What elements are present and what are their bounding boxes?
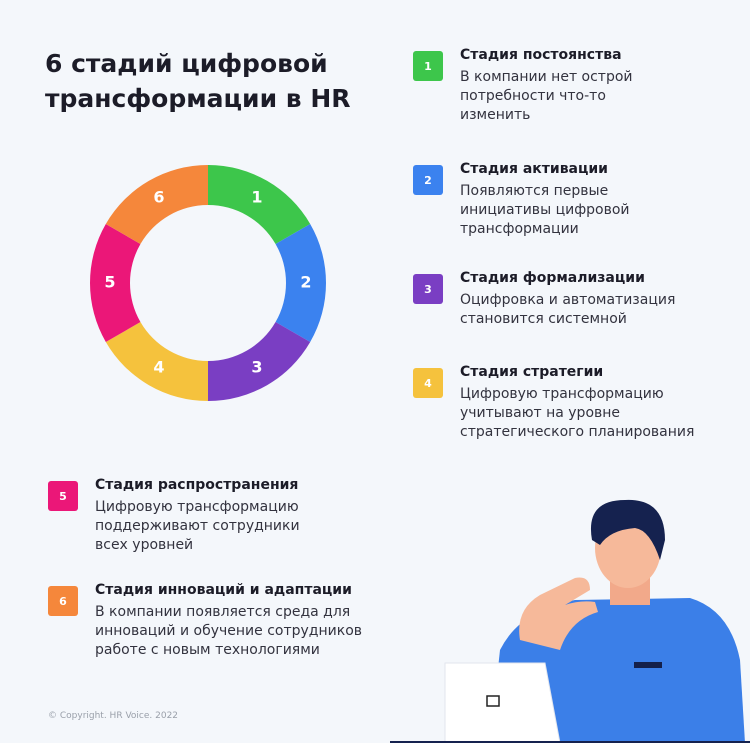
stage-badge: 2 (413, 165, 443, 195)
person-illustration (390, 499, 750, 743)
stage-badge: 6 (48, 586, 78, 616)
segment-label: 6 (153, 188, 164, 207)
description-line: инициативы цифровой (460, 202, 630, 218)
stage-badge: 3 (413, 274, 443, 304)
stage-title: Стадия стратегии (460, 364, 604, 380)
stage-title: Стадия формализации (460, 270, 645, 286)
description-line: Появляются первые (460, 183, 609, 199)
description-line: изменить (460, 107, 531, 123)
stage-description: В компании нет острой потребности что-то и… (460, 68, 633, 125)
donut-segment (105, 165, 208, 244)
description-line: стратегического планирования (460, 424, 695, 440)
description-line: Оцифровка и автоматизация (460, 292, 676, 308)
stage-description: Цифровую трансформацию поддерживают сотру… (95, 498, 300, 555)
donut-segment (208, 322, 311, 401)
description-line: потребности что-то (460, 88, 606, 104)
segment-label: 1 (251, 188, 262, 207)
segment-label: 2 (300, 273, 311, 292)
description-line: всех уровней (95, 537, 194, 553)
stage-title: Стадия постоянства (460, 47, 622, 63)
donut-segment (105, 322, 208, 401)
copyright: © Copyright. HR Voice. 2022 (48, 711, 179, 721)
title: 6 стадий цифровой трансформации в HR (45, 46, 351, 116)
donut-segment (208, 165, 311, 244)
stage-description: Цифровую трансформацию учитывают на уровн… (460, 385, 694, 442)
description-line: поддерживают сотрудники (95, 518, 300, 534)
stage-title: Стадия распространения (95, 477, 299, 493)
stage-description: В компании появляется среда для инноваций… (95, 603, 362, 660)
description-line: В компании нет острой (460, 69, 633, 85)
stage-title: Стадия инноваций и адаптации (95, 582, 352, 598)
stage-badge: 5 (48, 481, 78, 511)
stage-description: Появляются первые инициативы цифровой тран… (460, 182, 630, 239)
title-line: трансформации в HR (45, 84, 351, 113)
donut-segment (275, 224, 326, 342)
description-line: Цифровую трансформацию (95, 499, 299, 515)
description-line: становится системной (460, 311, 627, 327)
description-line: инноваций и обучение сотрудников (95, 623, 363, 639)
segment-label: 5 (104, 273, 115, 292)
description-line: Цифровую трансформацию (460, 386, 664, 402)
segment-label: 4 (153, 357, 164, 376)
title-line: 6 стадий цифровой (45, 49, 328, 78)
description-line: В компании появляется среда для (95, 604, 351, 620)
segment-label: 3 (251, 357, 262, 376)
stage-badge: 1 (413, 51, 443, 81)
donut: 1 2 3 4 5 6 (90, 165, 326, 401)
stage-description: Оцифровка и автоматизация становится сист… (460, 291, 675, 329)
stage-badge: 4 (413, 368, 443, 398)
description-line: работе с новым технологиями (95, 642, 320, 658)
description-line: трансформации (460, 221, 579, 237)
donut-segment (90, 224, 141, 342)
description-line: учитывают на уровне (460, 405, 621, 421)
stage-title: Стадия активации (460, 161, 608, 177)
